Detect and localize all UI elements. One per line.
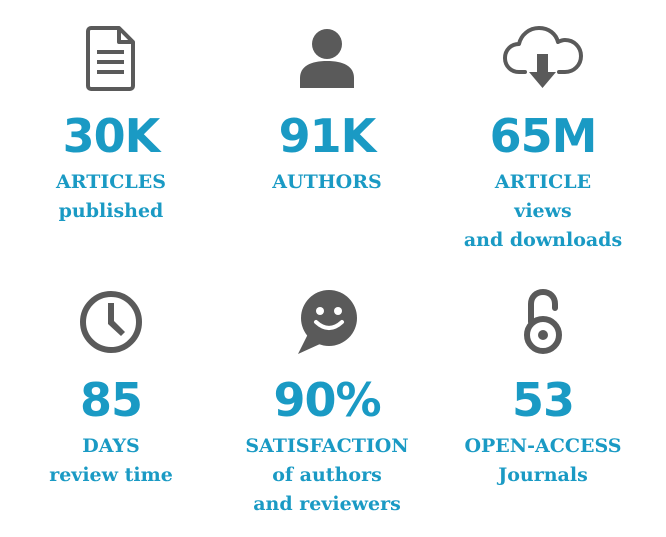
- stat-article-views: 65M ARTICLE views and downloads: [432, 24, 654, 255]
- stat-value: 85: [79, 373, 143, 427]
- stat-label-line: ARTICLES: [56, 171, 166, 193]
- stat-label: DAYS review time: [0, 432, 222, 490]
- stat-label-line: AUTHORS: [272, 171, 382, 193]
- stat-label-line: review time: [49, 464, 173, 486]
- clock-icon: [80, 291, 142, 353]
- stat-label-line: DAYS: [82, 435, 140, 457]
- stat-label-line: and reviewers: [253, 493, 401, 515]
- stat-label-line: of authors: [272, 464, 382, 486]
- open-lock-icon: [524, 288, 562, 354]
- stat-label: SATISFACTION of authors and reviewers: [216, 432, 438, 519]
- stat-value: 65M: [489, 109, 598, 163]
- stat-review-time: 85 DAYS review time: [0, 288, 222, 490]
- stat-label-line: OPEN-ACCESS: [464, 435, 622, 457]
- stat-label: AUTHORS: [216, 168, 438, 197]
- stat-label: ARTICLES published: [0, 168, 222, 226]
- stat-articles: 30K ARTICLES published: [0, 24, 222, 226]
- stat-satisfaction: 90% SATISFACTION of authors and reviewer…: [216, 288, 438, 519]
- stat-value: 90%: [273, 373, 381, 427]
- stat-label-line: Journals: [498, 464, 588, 486]
- stat-label-line: ARTICLE: [494, 171, 592, 193]
- stat-label-line: and downloads: [463, 229, 623, 251]
- stat-authors: 91K AUTHORS: [216, 24, 438, 197]
- stat-value: 30K: [62, 109, 161, 163]
- stat-label-line: views: [514, 200, 572, 222]
- stat-open-access-journals: 53 OPEN-ACCESS Journals: [432, 288, 654, 490]
- stat-value: 53: [511, 373, 575, 427]
- stat-label: OPEN-ACCESS Journals: [432, 432, 654, 490]
- stat-value: 91K: [278, 109, 377, 163]
- cloud-download-icon: [503, 26, 583, 88]
- stat-label: ARTICLE views and downloads: [432, 168, 654, 255]
- smiley-chat-icon: [298, 290, 357, 354]
- document-icon: [86, 26, 135, 91]
- stat-label-line: published: [58, 200, 164, 222]
- stat-label-line: SATISFACTION: [245, 435, 409, 457]
- user-icon: [300, 29, 354, 88]
